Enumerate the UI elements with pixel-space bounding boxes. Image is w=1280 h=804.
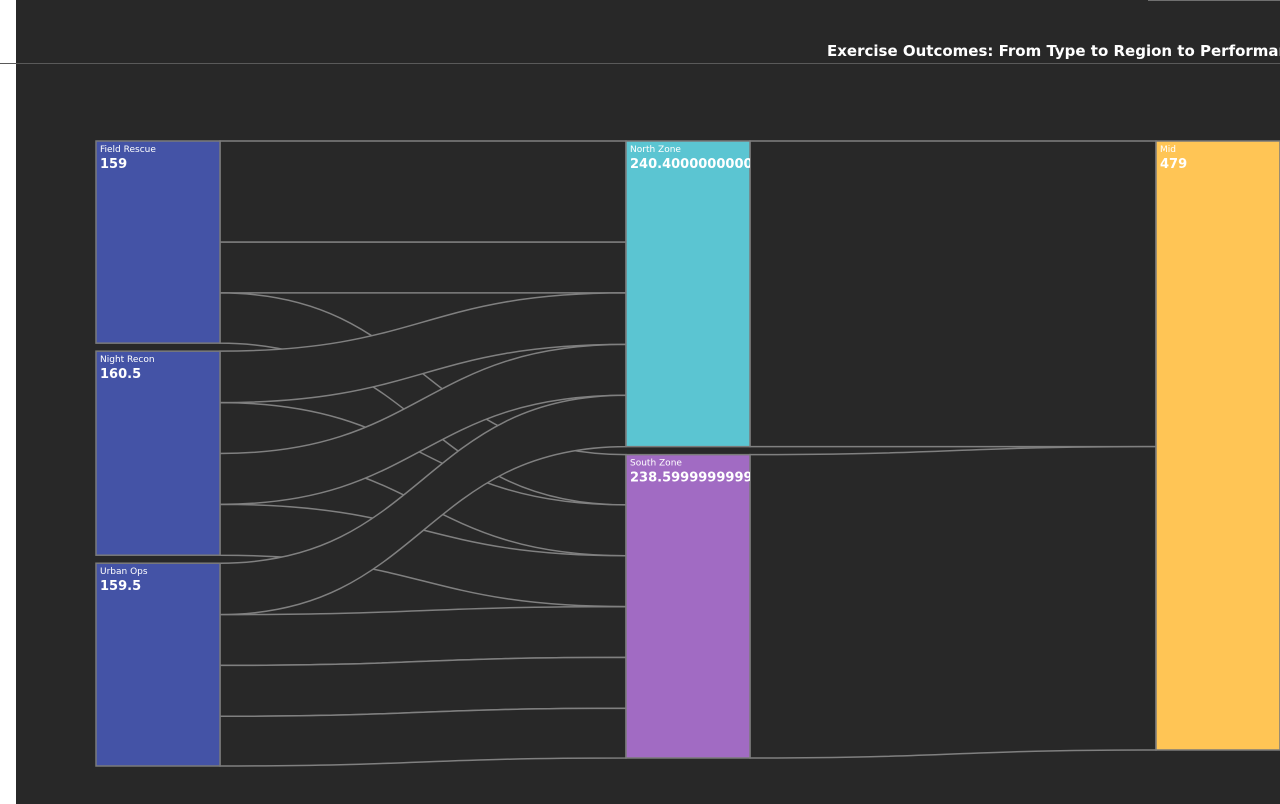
chart-title: Exercise Outcomes: From Type to Region t…: [827, 42, 1280, 60]
sankey-node-label-night_recon: Night Recon: [100, 355, 155, 365]
sankey-node-label-field_rescue: Field Rescue: [100, 145, 156, 155]
sankey-node-urban_ops[interactable]: Urban Ops 159.5: [95, 562, 221, 767]
sankey-node-value-south_zone: 238.59999999999: [630, 471, 762, 486]
sankey-link-south_zone-mid-12[interactable]: [749, 445, 1157, 759]
sankey-nodes: Field Rescue 159 Night Recon 160.5 Urban Ops…: [95, 140, 1280, 767]
sankey-node-label-urban_ops: Urban Ops: [100, 567, 148, 577]
sankey-link-field_rescue-north_zone-1[interactable]: [219, 241, 627, 294]
sankey-node-field_rescue[interactable]: Field Rescue 159: [95, 140, 221, 344]
sankey-node-value-mid: 479: [1160, 157, 1187, 172]
sankey-node-south_zone[interactable]: South Zone 238.59999999999: [625, 453, 762, 759]
sankey-node-bar-night_recon[interactable]: [95, 350, 221, 556]
sankey-link-urban_ops-south_zone-9[interactable]: [219, 656, 627, 718]
sankey-link-field_rescue-north_zone-0[interactable]: [219, 140, 627, 243]
sankey-link-north_zone-mid-11[interactable]: [749, 140, 1157, 448]
sankey-node-label-mid: Mid: [1160, 145, 1176, 155]
sankey-node-value-north_zone: 240.40000000000: [630, 157, 762, 172]
sankey-node-north_zone[interactable]: North Zone 240.40000000000: [625, 140, 762, 448]
sankey-link-urban_ops-south_zone-8[interactable]: [219, 605, 627, 667]
sankey-node-night_recon[interactable]: Night Recon 160.5: [95, 350, 221, 556]
sankey-node-bar-north_zone[interactable]: [625, 140, 751, 448]
sankey-node-label-south_zone: South Zone: [630, 459, 682, 469]
sankey-node-value-night_recon: 160.5: [100, 367, 141, 382]
header-accent: [1148, 0, 1280, 1]
sankey-node-label-north_zone: North Zone: [630, 145, 681, 155]
sankey-node-value-urban_ops: 159.5: [100, 579, 141, 594]
sankey-node-bar-field_rescue[interactable]: [95, 140, 221, 344]
sankey-node-bar-mid[interactable]: [1155, 140, 1280, 751]
header-divider: [0, 63, 1280, 64]
sankey-link-urban_ops-south_zone-10[interactable]: [219, 707, 627, 767]
sankey-node-bar-south_zone[interactable]: [625, 453, 751, 759]
sankey-node-mid[interactable]: Mid 479: [1155, 140, 1280, 751]
sankey-node-value-field_rescue: 159: [100, 157, 127, 172]
sankey-links: [219, 140, 1157, 767]
sankey-node-bar-urban_ops[interactable]: [95, 562, 221, 767]
